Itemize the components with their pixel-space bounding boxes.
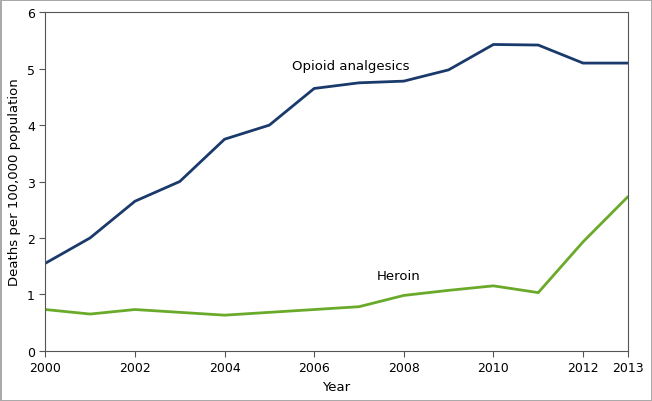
Text: Opioid analgesics: Opioid analgesics (291, 59, 409, 72)
X-axis label: Year: Year (323, 380, 351, 393)
Y-axis label: Deaths per 100,000 population: Deaths per 100,000 population (8, 79, 22, 286)
Text: Heroin: Heroin (377, 269, 421, 282)
